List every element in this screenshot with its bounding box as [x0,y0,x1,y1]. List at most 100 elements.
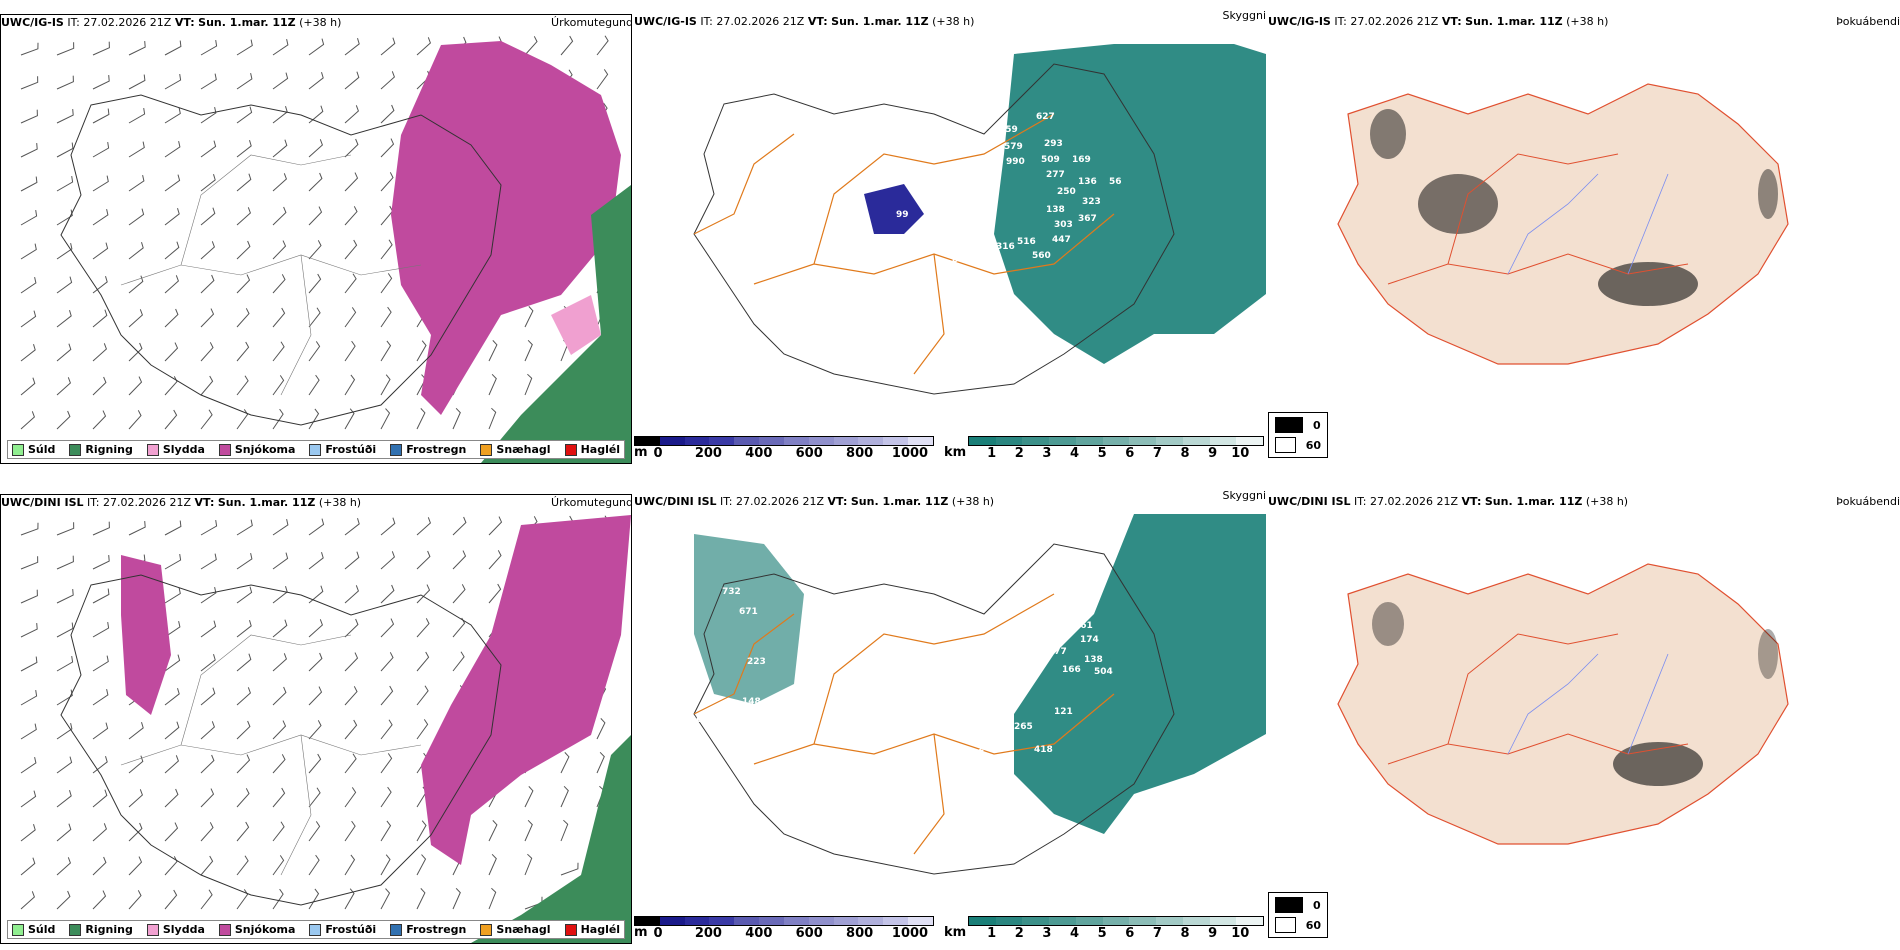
wind-barb [452,887,461,910]
elevation-label: 447 [1052,235,1071,245]
wind-barb [200,788,215,808]
wind-barb [308,172,323,192]
fog-map [1337,563,1789,845]
wind-barb [344,518,360,536]
wind-barb [272,240,287,260]
wind-barb [200,73,217,90]
wind-barb [20,310,37,328]
wind-barb [128,376,143,396]
wind-barb [20,210,38,226]
legend-swatch [146,923,159,936]
legend-item: Snæhagl [480,443,551,456]
wind-barb [308,273,322,294]
wind-barb [56,689,73,706]
colorbar-segment [709,917,735,925]
wind-barb [236,140,252,158]
wind-barb [56,756,73,774]
vt-label: VT: [1461,495,1482,508]
wind-barb [272,139,288,158]
visibility-colorbar-row1: 1 2 3 4 5 6 7 8 9 10 km [944,436,1264,462]
colorbar-tick: 3 [1042,926,1052,941]
colorbar-segment [783,917,809,925]
wind-barb [308,619,323,638]
wind-barb [272,686,287,706]
wind-barb [272,106,288,124]
wind-barb [56,410,71,430]
colorbar-segment [833,917,859,925]
panel-header: UWC/IG-IS IT: 27.02.2026 21Z VT: Sun. 1.… [1268,14,1900,34]
wind-barb [20,824,36,842]
wind-barb [56,722,73,740]
legend-swatch [218,443,231,456]
wind-barb [200,620,217,638]
wind-barb [92,108,110,124]
vt-label: VT: [807,15,828,28]
fog-legend-label: 0 [1313,898,1321,912]
legend-item: Slydda [146,443,205,456]
elevation-label: 174 [1080,635,1099,645]
wind-barb [20,522,39,536]
wind-barb [92,175,109,192]
wind-barb [596,69,609,90]
wind-barb [416,719,429,740]
lead-time: (+38 h) [1585,495,1629,508]
wind-barb [488,550,502,570]
colorbar-segment [1156,437,1183,445]
wind-barb [308,585,324,604]
lead-time: (+38 h) [951,495,995,508]
elevation-label: 990 [1006,157,1025,167]
lead-time: (+38 h) [318,496,362,509]
fog-legend-swatch [1275,437,1296,453]
elevation-label: 138 [1084,655,1103,665]
wind-barb [20,589,38,604]
vt-value: Sun. 1.mar. 11Z [1484,495,1583,508]
wind-barb [200,342,214,362]
fog-legend-item: 60 [1275,437,1321,453]
elevation-label: 504 [1094,667,1113,677]
wind-barb [488,407,497,430]
colorbar-tick: 600 [795,926,823,941]
colorbar-tick: 9 [1208,926,1218,941]
wind-barb [380,374,391,396]
lead-time: (+38 h) [1566,15,1609,28]
elevation-label: 242 [946,747,965,757]
wind-barb [20,656,38,672]
iceland-land [1337,563,1789,845]
colorbar-tick: 1000 [891,446,929,461]
elevation-label: 627 [1036,112,1055,122]
panel-title: Þokuábendi [1836,495,1900,508]
colorbar-segment [858,437,884,445]
visibility-bar [968,916,1264,926]
wind-barb [380,517,396,536]
precip-legend: Súld Rigning Slydda Snjókoma Frostúði Frostre… [7,920,626,939]
legend-item: Frostúði [309,923,376,936]
wind-barb [20,556,39,570]
wind-barb [524,339,533,362]
fog-legend-label: 0 [1313,418,1321,432]
colorbar-segment [1209,917,1237,925]
wind-barb [272,375,285,396]
colorbar-tick: 2 [1014,446,1024,461]
fog-map [1337,83,1789,365]
elevation-label: 316 [996,242,1015,252]
wind-barb [416,618,430,638]
wind-barb [236,409,249,430]
wind-barb [308,374,320,396]
colorbar-segment [883,917,909,925]
elevation-label: 293 [1044,139,1063,149]
model-name: UWC/IG-IS [1,16,64,29]
wind-barb [164,376,178,396]
wind-barb [380,820,392,842]
wind-barb [560,819,569,842]
it-label: IT: [87,496,100,509]
wind-barb [380,408,391,430]
wind-barb [416,651,430,672]
colorbar-segment [969,437,996,445]
wind-barb [272,72,289,90]
wind-barb [128,208,145,226]
legend-swatch [480,923,493,936]
wind-barb [200,855,214,876]
wind-barb [524,373,533,396]
wind-barb [380,685,394,706]
